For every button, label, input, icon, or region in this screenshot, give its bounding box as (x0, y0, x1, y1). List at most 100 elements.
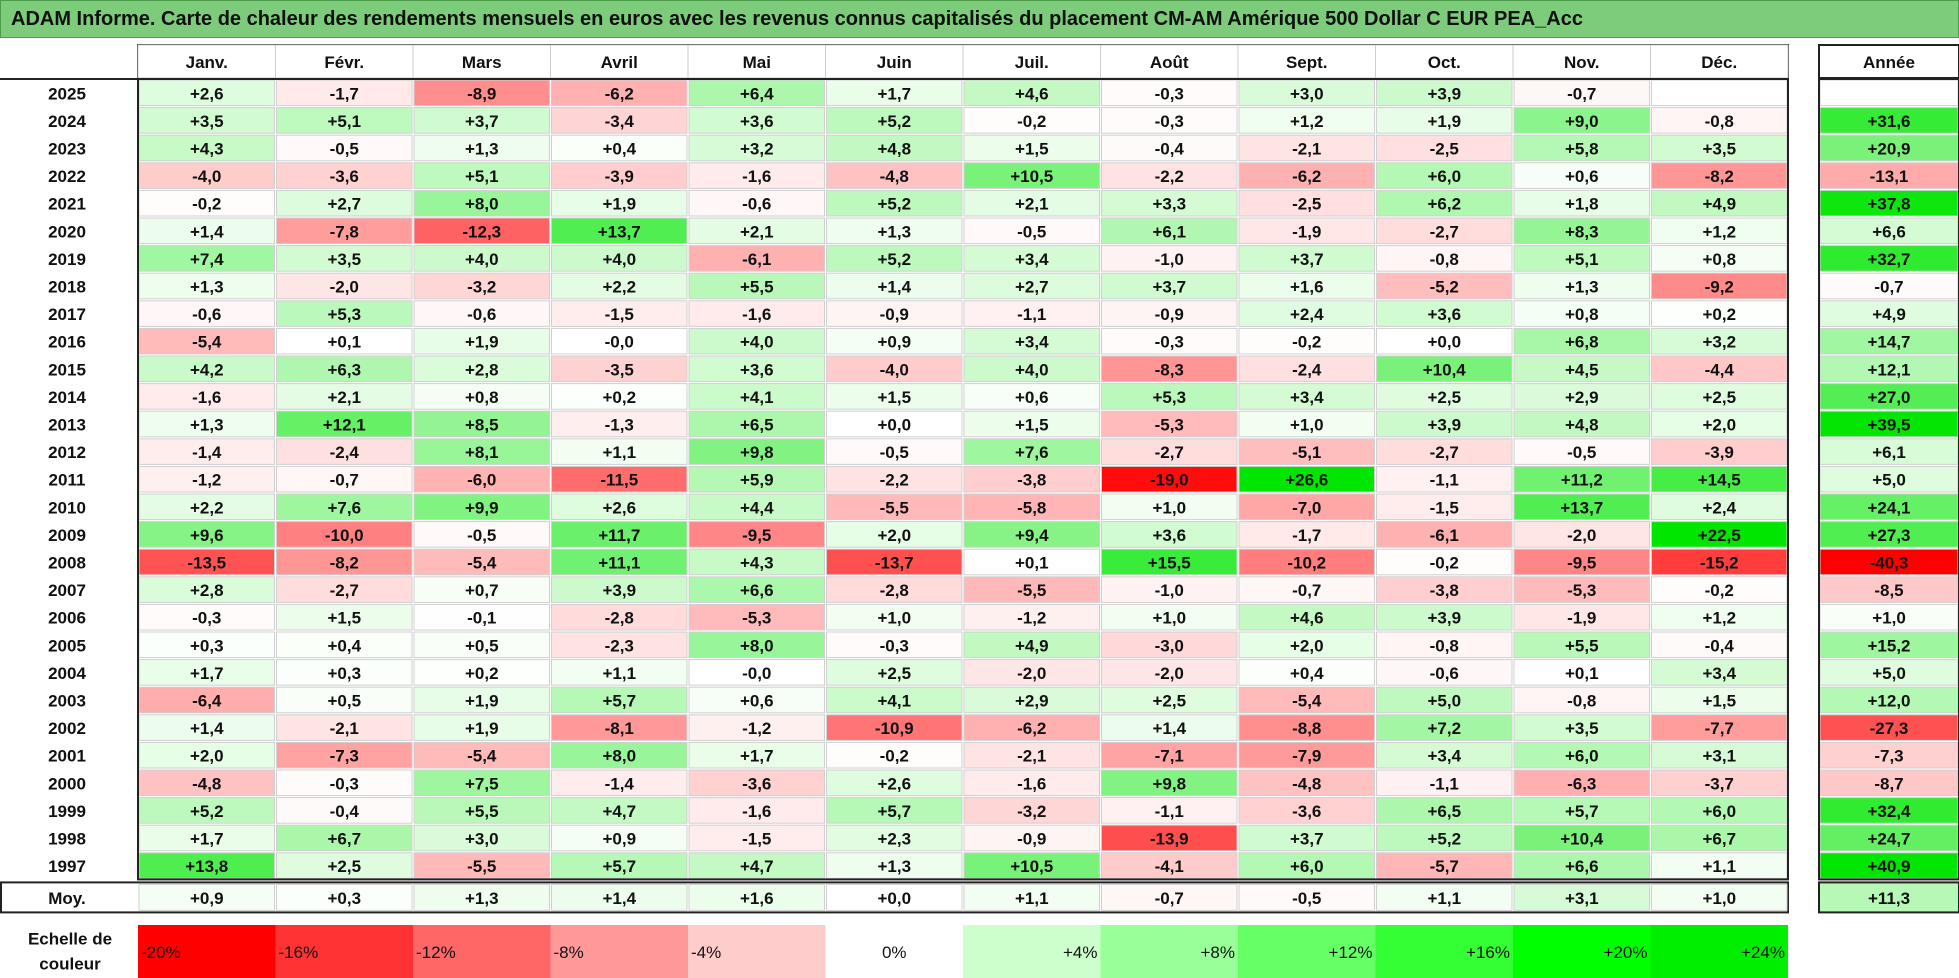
year-label: 2011 (49, 471, 86, 490)
heatmap-cell-value: -5,4 (467, 747, 497, 766)
heatmap-cell-value: +14,5 (1698, 471, 1741, 490)
heatmap-cell (551, 245, 688, 272)
heatmap-cell (1513, 659, 1650, 686)
heatmap-cell (1513, 769, 1650, 797)
heatmap-cell (1513, 272, 1650, 300)
heatmap-cell (826, 107, 963, 134)
heatmap-cell-value: -2,5 (1292, 195, 1321, 214)
heatmap-cell-value: +3,6 (740, 112, 774, 131)
heatmap-cell-value: +2,5 (1427, 388, 1461, 407)
heatmap-cell (1513, 410, 1650, 438)
annual-cell-value: +39,5 (1867, 416, 1910, 435)
annual-cell-value: +20,9 (1867, 140, 1910, 159)
heatmap-cell-value: +2,5 (1152, 692, 1186, 711)
heatmap-cell-value: +6,5 (1427, 802, 1461, 821)
heatmap-cell (1238, 438, 1375, 465)
heatmap-cell-value: +2,6 (877, 774, 911, 793)
heatmap-cell-value: -7,8 (330, 222, 359, 241)
month-header-label: Févr. (324, 53, 364, 72)
annual-cell (1819, 162, 1959, 189)
heatmap-cell (688, 769, 825, 797)
heatmap-cell (138, 410, 275, 438)
heatmap-cell-value: -0,9 (1017, 830, 1046, 849)
heatmap-cell (1238, 493, 1375, 521)
heatmap-cell-value: +10,5 (1010, 857, 1053, 876)
heatmap-cell (1101, 355, 1238, 383)
heatmap-cell (1101, 797, 1238, 824)
heatmap-cell-value: -6,4 (192, 692, 222, 711)
heatmap-cell (1376, 769, 1513, 797)
heatmap-cell-value: +1,6 (1290, 278, 1324, 297)
heatmap-cell-value: -1,0 (1155, 581, 1184, 600)
heatmap-cell (1376, 659, 1513, 686)
heatmap-cell-value: -2,0 (1155, 664, 1184, 683)
heatmap-cell-value: +0,1 (1565, 664, 1599, 683)
average-cell-value: +0,3 (327, 889, 361, 908)
heatmap-cell (1513, 797, 1650, 824)
heatmap-cell-value: +5,1 (327, 112, 361, 131)
heatmap-cell-value: -0,3 (330, 774, 359, 793)
heatmap-cell (551, 548, 688, 576)
scale-swatch (413, 925, 551, 978)
annual-cell-value: +31,6 (1867, 112, 1910, 131)
heatmap-cell (1376, 355, 1513, 383)
heatmap-cell (1376, 410, 1513, 438)
heatmap-cell (963, 410, 1100, 438)
heatmap-cell (276, 603, 413, 631)
heatmap-cell-value: +2,8 (190, 581, 224, 600)
year-label: 2014 (48, 388, 86, 407)
heatmap-cell-value: -1,4 (192, 443, 222, 462)
year-label: 2020 (48, 222, 86, 241)
heatmap-cell-value: -0,7 (1292, 581, 1321, 600)
heatmap-cell (1101, 217, 1238, 245)
heatmap-cell-value: +0,5 (465, 636, 499, 655)
heatmap-cell-value: +2,4 (1702, 498, 1736, 517)
heatmap-cell-value: +4,4 (740, 498, 774, 517)
heatmap-cell (826, 631, 963, 659)
heatmap-cell-value: +2,0 (1290, 636, 1324, 655)
heatmap-cell (826, 521, 963, 548)
annual-cell-value: +12,0 (1867, 692, 1910, 711)
heatmap-cell (138, 741, 275, 769)
heatmap-cell (1101, 576, 1238, 603)
heatmap-cell (138, 300, 275, 327)
heatmap-cell-value: +9,0 (1565, 112, 1599, 131)
heatmap-cell (688, 410, 825, 438)
heatmap-cell-value: +6,0 (1702, 802, 1736, 821)
heatmap-cell-value: +5,2 (1427, 830, 1461, 849)
year-label: 2018 (48, 278, 86, 297)
heatmap-cell-value: +1,9 (602, 195, 636, 214)
heatmap-cell-value: +2,7 (1015, 278, 1049, 297)
year-label: 2003 (48, 692, 86, 711)
heatmap-cell (963, 852, 1100, 879)
heatmap-cell (551, 797, 688, 824)
heatmap-cell-value: +8,1 (465, 443, 499, 462)
annual-cell (1819, 327, 1959, 355)
average-cell-value: +1,3 (465, 889, 499, 908)
heatmap-cell-value: +1,9 (465, 333, 499, 352)
heatmap-cell-value: +5,0 (1427, 692, 1461, 711)
heatmap-cell-value: -3,8 (1430, 581, 1459, 600)
heatmap-cell-value: -8,2 (330, 554, 359, 573)
heatmap-cell-value: -3,4 (605, 112, 635, 131)
heatmap-cell (1376, 741, 1513, 769)
scale-swatch (1375, 925, 1513, 978)
heatmap-cell-value: -5,3 (1155, 416, 1184, 435)
heatmap-cell-value: +1,9 (465, 692, 499, 711)
heatmap-cell-value: +6,7 (327, 830, 361, 849)
year-label: 2007 (48, 581, 86, 600)
heatmap-cell-value: +7,6 (1015, 443, 1049, 462)
heatmap-cell-value: +0,3 (190, 636, 224, 655)
heatmap-cell-value: -5,3 (742, 609, 771, 628)
annual-cell-value: +1,0 (1872, 609, 1906, 628)
heatmap-cell-value: +4,0 (740, 333, 774, 352)
heatmap-cell (1101, 107, 1238, 134)
heatmap-cell (1651, 245, 1788, 272)
heatmap-cell-value: -7,3 (330, 747, 359, 766)
heatmap-cell (688, 107, 825, 134)
heatmap-cell (413, 217, 550, 245)
heatmap-cell (688, 189, 825, 217)
annual-cell-value: +27,0 (1867, 388, 1910, 407)
heatmap-cell (551, 769, 688, 797)
heatmap-cell-value: +2,0 (877, 526, 911, 545)
